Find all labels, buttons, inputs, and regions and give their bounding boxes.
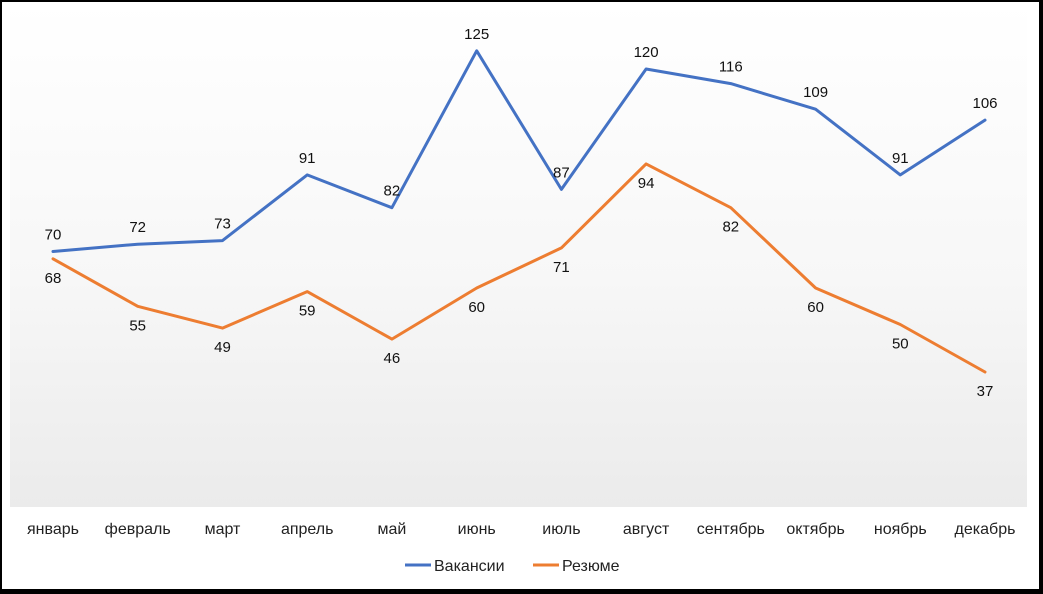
legend-label: Резюме (562, 558, 620, 575)
data-label: 87 (553, 164, 570, 181)
data-label: 73 (214, 216, 231, 233)
x-axis-ticks: январь февраль март апрель май июнь июль август… (27, 521, 1015, 538)
data-label: 49 (214, 339, 231, 356)
series-line-1 (51, 49, 987, 253)
x-tick-label: сентябрь (697, 521, 765, 538)
x-tick-label: июнь (458, 521, 496, 538)
data-label: 60 (468, 299, 485, 316)
x-tick-label: март (205, 521, 241, 538)
data-label: 59 (299, 303, 316, 320)
data-label: 94 (638, 175, 655, 192)
x-tick-label: февраль (105, 521, 171, 538)
x-tick-label: ноябрь (874, 521, 927, 538)
data-label: 91 (892, 150, 909, 167)
plot-area (10, 2, 1027, 507)
x-tick-label: май (377, 521, 406, 538)
data-labels: 70 72 73 91 82 125 87 120 116 109 91 106 68 55 49 59 46 6… (45, 26, 998, 400)
x-tick-label: апрель (281, 521, 334, 538)
legend-label: Вакансии (434, 558, 505, 575)
data-label: 125 (464, 26, 489, 43)
x-tick-label: июль (542, 521, 580, 538)
data-label: 116 (719, 59, 743, 76)
x-tick-label: август (623, 521, 670, 538)
data-label: 72 (129, 219, 146, 236)
data-label: 55 (129, 317, 146, 334)
data-label: 37 (977, 383, 994, 400)
data-label: 68 (45, 270, 62, 287)
data-label: 70 (45, 227, 62, 244)
series-line-2 (51, 162, 987, 374)
x-tick-label: декабрь (955, 521, 1016, 538)
legend: Вакансии Резюме (405, 558, 620, 575)
data-label: 50 (892, 336, 909, 353)
data-label: 46 (384, 350, 401, 367)
data-label: 82 (384, 183, 401, 200)
data-label: 106 (972, 95, 997, 112)
series-lines (51, 49, 987, 374)
x-tick-label: январь (27, 521, 79, 538)
x-tick-label: октябрь (786, 521, 844, 538)
data-label: 109 (803, 84, 828, 101)
data-label: 71 (553, 259, 570, 276)
data-label: 120 (634, 44, 659, 61)
data-label: 91 (299, 150, 316, 167)
data-label: 82 (722, 219, 739, 236)
data-label: 60 (807, 299, 824, 316)
